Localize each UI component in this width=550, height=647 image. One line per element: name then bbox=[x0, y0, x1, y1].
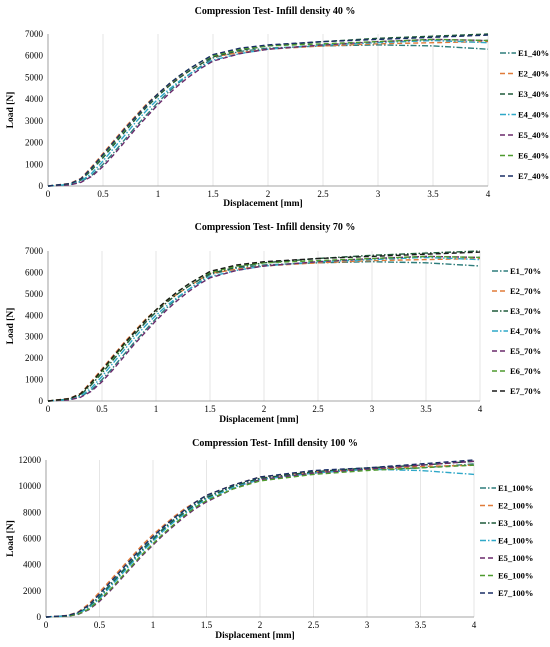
legend-label: E5_40% bbox=[518, 130, 549, 140]
x-axis-label: Displacement [mm] bbox=[219, 415, 298, 425]
x-tick-label: 4 bbox=[472, 620, 477, 630]
legend-label: E1_40% bbox=[518, 48, 549, 58]
x-tick-label: 4 bbox=[486, 189, 491, 199]
legend-label: E3_100% bbox=[498, 518, 533, 528]
y-tick-label: 2000 bbox=[23, 586, 42, 596]
x-tick-label: 2.5 bbox=[308, 620, 320, 630]
chart-title: Compression Test- Infill density 100 % bbox=[192, 438, 358, 449]
x-tick-label: 0.5 bbox=[97, 189, 109, 199]
y-tick-label: 5000 bbox=[25, 72, 44, 82]
x-tick-label: 3.5 bbox=[427, 189, 439, 199]
legend-label: E2_100% bbox=[498, 501, 533, 511]
legend: E1_70% E2_70% E3_70% E4_70% E5_70% E6_70% E7_7… bbox=[492, 266, 541, 396]
series-line-e7_100pct bbox=[45, 459, 475, 618]
legend-label: E4_40% bbox=[518, 110, 549, 120]
legend-label: E6_70% bbox=[510, 366, 541, 376]
legend-label: E3_70% bbox=[510, 306, 541, 316]
y-tick-label: 1000 bbox=[25, 159, 44, 169]
y-tick-label: 2000 bbox=[25, 138, 44, 148]
x-tick-label: 2 bbox=[266, 189, 271, 199]
y-tick-label: 6000 bbox=[25, 267, 44, 277]
x-tick-label: 1 bbox=[154, 404, 159, 414]
legend-label: E4_100% bbox=[498, 536, 533, 546]
x-tick-label: 0 bbox=[44, 620, 49, 630]
x-tick-label: 0 bbox=[46, 404, 51, 414]
legend-label: E7_100% bbox=[498, 588, 533, 598]
y-tick-label: 7000 bbox=[25, 29, 44, 39]
x-tick-label: 0 bbox=[46, 189, 51, 199]
series-line-e7_40pct bbox=[47, 34, 489, 187]
y-tick-label: 10000 bbox=[19, 481, 42, 491]
x-tick-label: 0.5 bbox=[94, 620, 106, 630]
y-axis-label: Load [N] bbox=[6, 308, 16, 345]
x-tick-label: 3.5 bbox=[420, 404, 432, 414]
x-tick-label: 3 bbox=[370, 404, 375, 414]
y-tick-label: 0 bbox=[37, 612, 42, 622]
series-line-e4_70pct bbox=[47, 256, 481, 402]
y-tick-label: 0 bbox=[39, 396, 44, 406]
chart-panel-1: Compression Test- Infill density 40 % 0 0.… bbox=[6, 6, 549, 209]
y-axis-label: Load [N] bbox=[6, 92, 16, 129]
legend-label: E6_40% bbox=[518, 151, 549, 161]
legend-label: E3_40% bbox=[518, 89, 549, 99]
chart-panel-2: Compression Test- Infill density 70 % 0 0.… bbox=[6, 222, 541, 425]
x-tick-label: 3 bbox=[365, 620, 370, 630]
legend-label: E7_40% bbox=[518, 171, 549, 181]
series-line-e4_40pct bbox=[47, 39, 489, 187]
legend-label: E5_100% bbox=[498, 553, 533, 563]
x-tick-label: 3 bbox=[376, 189, 381, 199]
y-tick-label: 2000 bbox=[25, 353, 44, 363]
series-line-e2_70pct bbox=[47, 257, 481, 402]
y-tick-label: 0 bbox=[39, 181, 44, 191]
chart-panel-3: Compression Test- Infill density 100 %0 0… bbox=[6, 438, 533, 641]
legend-label: E7_70% bbox=[510, 386, 541, 396]
y-tick-label: 3000 bbox=[25, 116, 44, 126]
chart-title: Compression Test- Infill density 40 % bbox=[195, 6, 356, 17]
y-tick-label: 1000 bbox=[25, 375, 44, 385]
x-tick-label: 2 bbox=[258, 620, 263, 630]
legend-label: E1_100% bbox=[498, 483, 533, 493]
series-line-e6_100pct bbox=[45, 464, 475, 618]
series-line-e7_70pct bbox=[47, 251, 481, 402]
legend-label: E4_70% bbox=[510, 326, 541, 336]
x-tick-label: 1 bbox=[151, 620, 156, 630]
y-tick-label: 6000 bbox=[23, 534, 42, 544]
legend: E1_40% E2_40% E3_40% E4_40% E5_40% E6_40% E7_4… bbox=[500, 48, 549, 181]
x-tick-label: 1.5 bbox=[204, 404, 216, 414]
legend-label: E2_40% bbox=[518, 69, 549, 79]
series-line-e5_40pct bbox=[47, 38, 489, 187]
x-axis-label: Displacement [mm] bbox=[215, 631, 294, 641]
chart-title: Compression Test- Infill density 70 % bbox=[195, 222, 356, 233]
legend-label: E2_70% bbox=[510, 286, 541, 296]
y-tick-label: 4000 bbox=[25, 94, 44, 104]
x-axis-label: Displacement [mm] bbox=[223, 199, 302, 209]
x-tick-label: 3.5 bbox=[415, 620, 427, 630]
x-tick-label: 2 bbox=[262, 404, 267, 414]
legend-label: E6_100% bbox=[498, 571, 533, 581]
y-tick-label: 12000 bbox=[19, 455, 42, 465]
x-tick-label: 2.5 bbox=[317, 189, 329, 199]
x-tick-label: 0.5 bbox=[96, 404, 108, 414]
legend: E1_100% E2_100% E3_100% E4_100% E5_100% E6_10… bbox=[480, 483, 533, 598]
series-line-e3_40pct bbox=[47, 33, 489, 187]
y-tick-label: 8000 bbox=[23, 507, 42, 517]
series-line-e4_100pct bbox=[45, 468, 475, 618]
x-tick-label: 4 bbox=[478, 404, 483, 414]
y-tick-label: 7000 bbox=[25, 246, 44, 256]
legend-label: E5_70% bbox=[510, 346, 541, 356]
x-tick-label: 1 bbox=[156, 189, 161, 199]
y-tick-label: 5000 bbox=[25, 289, 44, 299]
y-axis-label: Load [N] bbox=[6, 520, 16, 557]
series-line-e5_70pct bbox=[47, 255, 481, 402]
legend-label: E1_70% bbox=[510, 266, 541, 276]
y-tick-label: 4000 bbox=[23, 560, 42, 570]
y-tick-label: 4000 bbox=[25, 310, 44, 320]
y-tick-label: 3000 bbox=[25, 332, 44, 342]
x-tick-label: 2.5 bbox=[312, 404, 324, 414]
x-tick-label: 1.5 bbox=[207, 189, 219, 199]
x-tick-label: 1.5 bbox=[201, 620, 213, 630]
y-tick-label: 6000 bbox=[25, 51, 44, 61]
